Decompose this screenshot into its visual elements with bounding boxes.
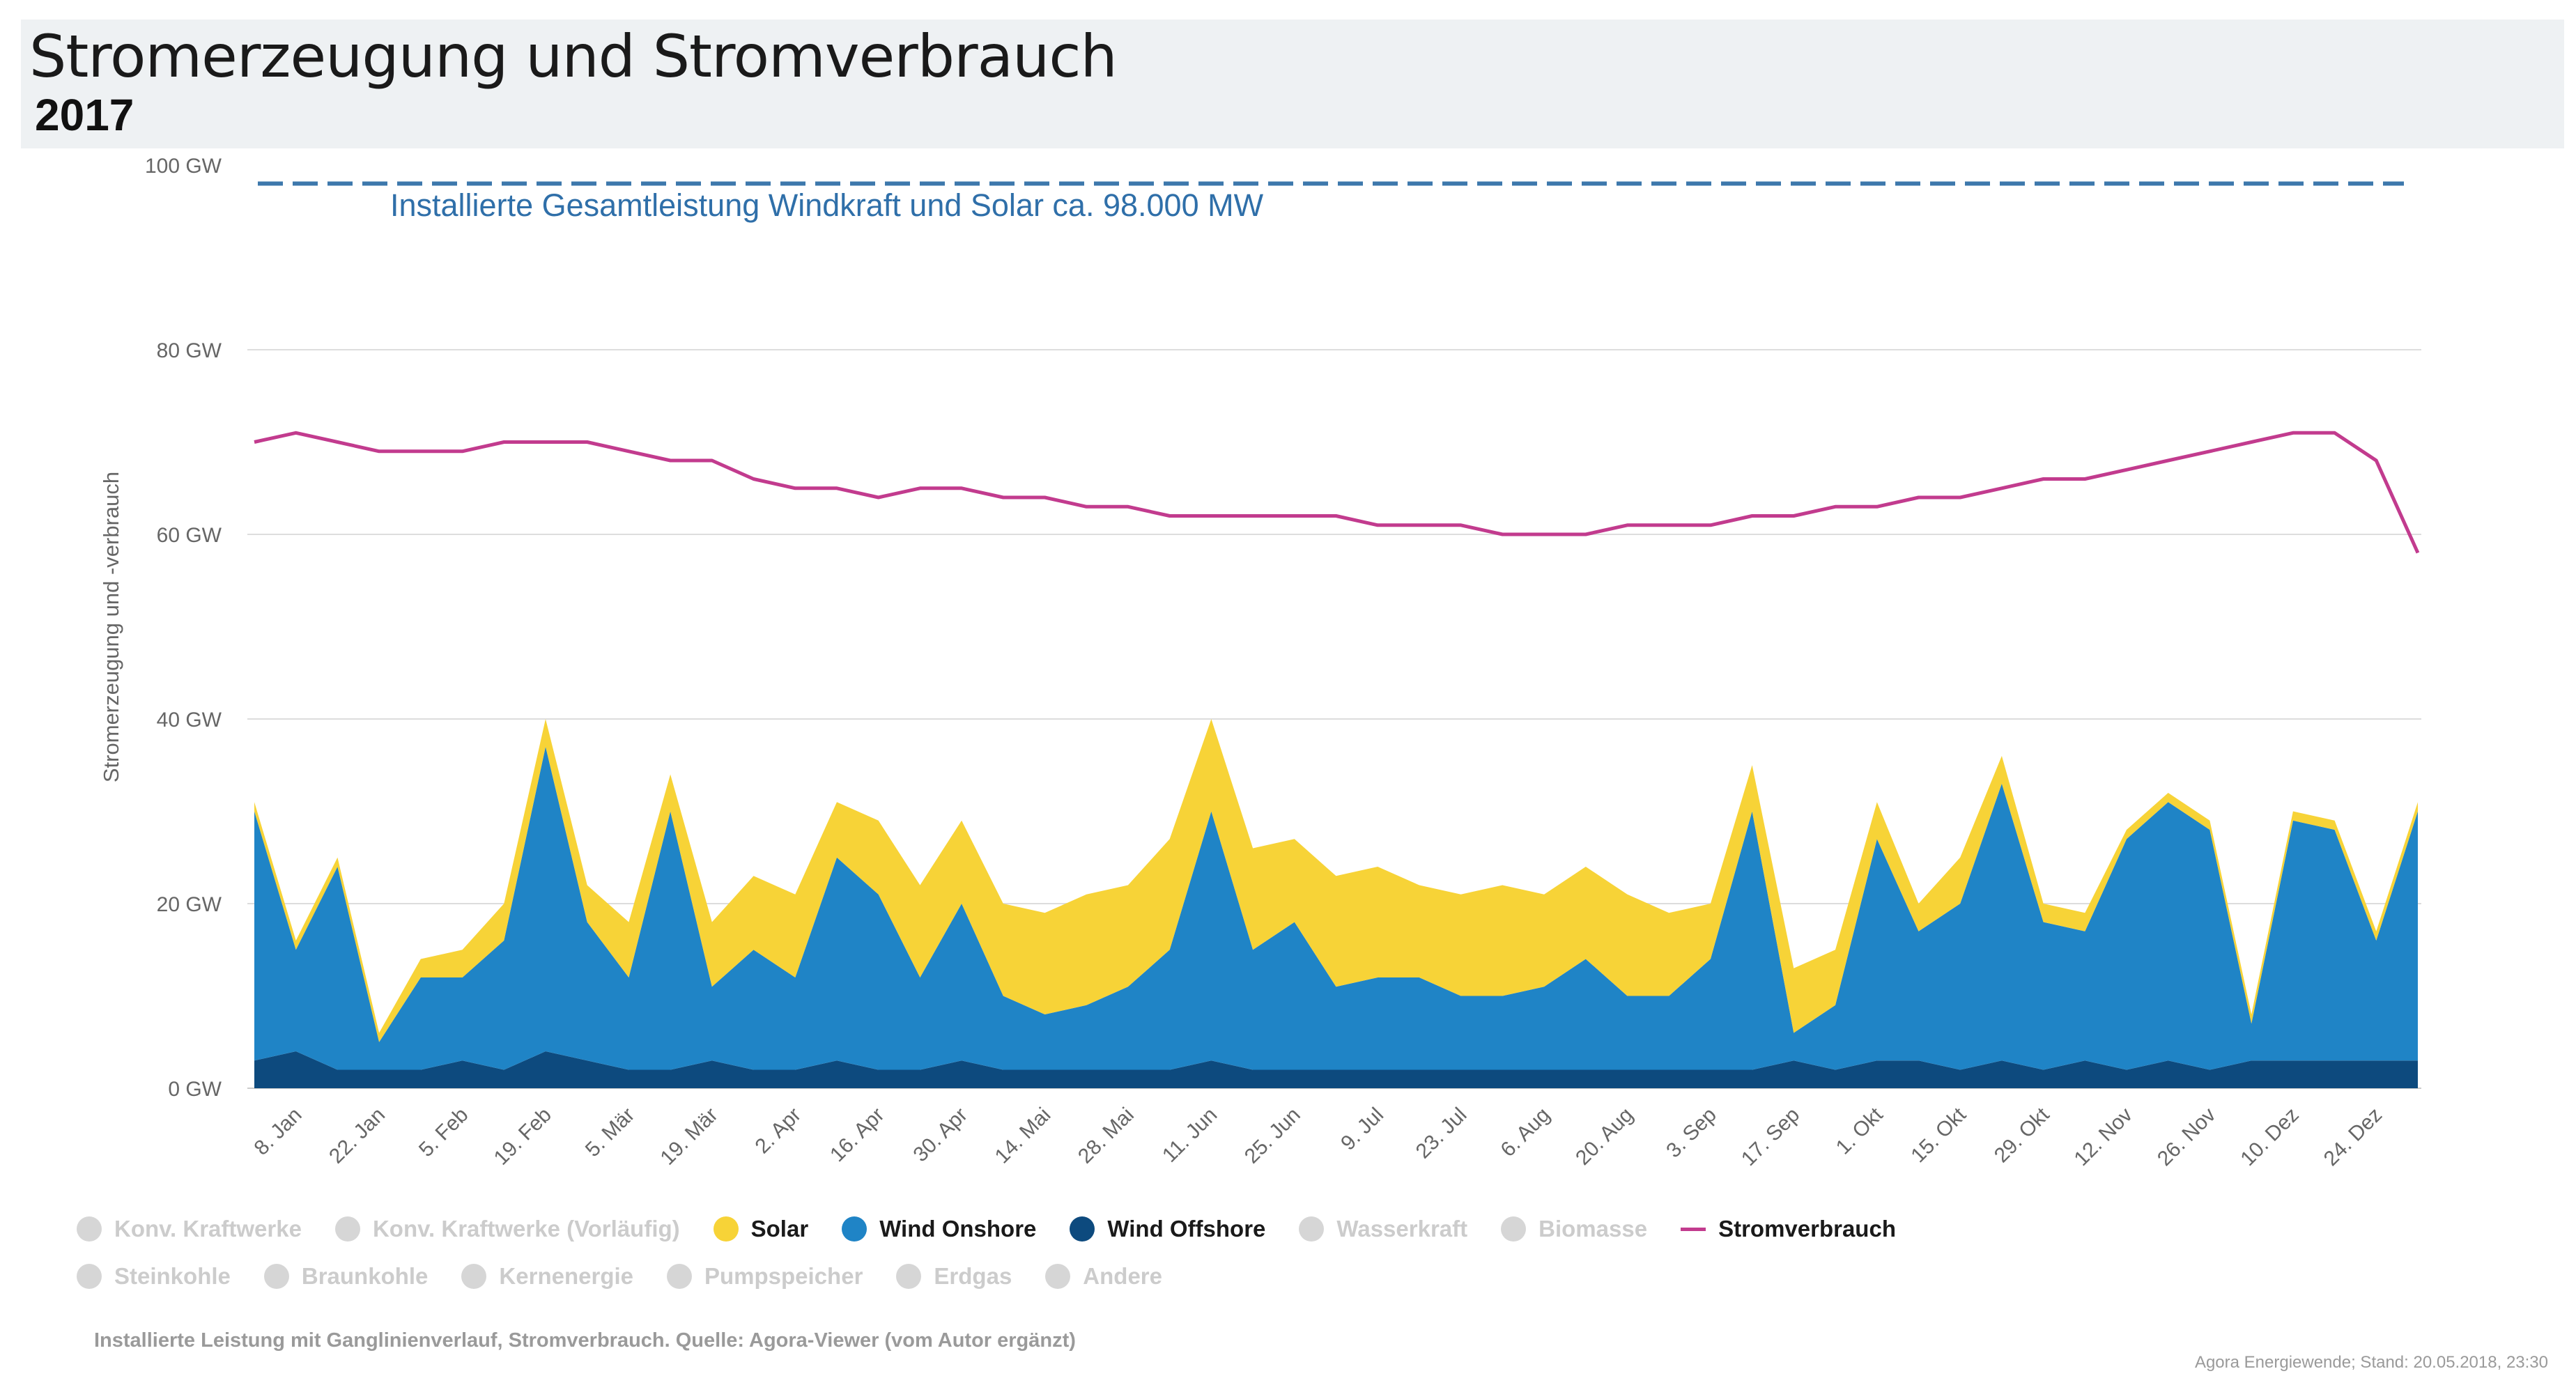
x-tick-label: 29. Okt — [1990, 1103, 2054, 1167]
x-tick-label: 12. Nov — [2070, 1104, 2137, 1170]
legend-item-konv-kraftwerke[interactable]: Konv. Kraftwerke — [77, 1216, 302, 1242]
legend-marker-icon — [1501, 1216, 1527, 1242]
x-tick-label: 26. Nov — [2153, 1104, 2220, 1170]
source-caption: Installierte Leistung mit Ganglinienverl… — [94, 1329, 1076, 1352]
legend-item-wasserkraft[interactable]: Wasserkraft — [1299, 1216, 1467, 1242]
x-tick-label: 14. Mai — [991, 1104, 1056, 1168]
y-tick-label: 100 GW — [145, 155, 222, 178]
x-tick-label: 5. Feb — [415, 1104, 472, 1161]
legend-marker-icon — [713, 1216, 739, 1242]
x-tick-label: 24. Dez — [2320, 1104, 2386, 1170]
legend-marker-icon — [1045, 1264, 1071, 1289]
y-axis-label: Stromerzeugung und -verbrauch — [99, 472, 123, 782]
x-tick-label: 23. Jul — [1412, 1104, 1472, 1163]
area-wind-onshore — [254, 746, 2418, 1070]
y-tick-label: 20 GW — [157, 893, 222, 916]
y-tick-label: 60 GW — [157, 524, 222, 547]
legend: Konv. Kraftwerke Konv. Kraftwerke (Vorläu… — [77, 1205, 2446, 1300]
legend-label: Braunkohle — [301, 1263, 429, 1289]
x-tick-label: 8. Jan — [250, 1104, 307, 1160]
legend-marker-icon — [1681, 1227, 1706, 1231]
area-layer — [254, 719, 2418, 1088]
x-tick-label: 19. Mär — [656, 1104, 723, 1170]
header-panel: Stromerzeugung und Stromverbrauch 2017 — [21, 20, 2564, 148]
legend-label: Pumpspeicher — [704, 1263, 863, 1289]
legend-label: Erdgas — [934, 1263, 1012, 1289]
legend-label: Konv. Kraftwerke (Vorläufig) — [372, 1216, 680, 1242]
legend-marker-icon — [842, 1216, 867, 1242]
x-tick-label: 2. Apr — [750, 1104, 805, 1159]
legend-item-erdgas[interactable]: Erdgas — [896, 1263, 1012, 1290]
legend-label: Andere — [1083, 1263, 1162, 1289]
legend-item-pumpspeicher[interactable]: Pumpspeicher — [667, 1263, 863, 1290]
legend-item-kernenergie[interactable]: Kernenergie — [461, 1263, 633, 1290]
legend-item-biomasse[interactable]: Biomasse — [1501, 1216, 1647, 1242]
legend-label: Kernenergie — [499, 1263, 633, 1289]
legend-row-1: Konv. Kraftwerke Konv. Kraftwerke (Vorläu… — [77, 1205, 2446, 1253]
x-tick-label: 22. Jan — [325, 1104, 390, 1168]
legend-item-braunkohle[interactable]: Braunkohle — [263, 1263, 429, 1290]
legend-marker-icon — [334, 1216, 360, 1242]
legend-marker-icon — [667, 1264, 692, 1289]
y-tick-label: 80 GW — [157, 339, 222, 362]
legend-marker-icon — [1299, 1216, 1325, 1242]
legend-marker-icon — [77, 1264, 102, 1289]
legend-item-konv-kraftwerke-vorläufig-[interactable]: Konv. Kraftwerke (Vorläufig) — [334, 1216, 680, 1242]
y-tick-label: 40 GW — [157, 709, 222, 732]
legend-label: Wind Onshore — [879, 1216, 1037, 1242]
y-tick-label: 0 GW — [168, 1078, 222, 1101]
legend-item-stromverbrauch[interactable]: Stromverbrauch — [1681, 1216, 1896, 1242]
x-tick-label: 15. Okt — [1906, 1103, 1970, 1167]
x-tick-label: 19. Feb — [490, 1104, 556, 1170]
legend-item-wind-offshore[interactable]: Wind Offshore — [1070, 1216, 1265, 1242]
x-tick-label: 25. Jun — [1240, 1104, 1305, 1168]
line-layer — [254, 431, 2420, 554]
legend-item-wind-onshore[interactable]: Wind Onshore — [842, 1216, 1036, 1242]
legend-label: Konv. Kraftwerke — [114, 1216, 302, 1242]
stand-caption: Agora Energiewende; Stand: 20.05.2018, 2… — [2194, 1353, 2548, 1372]
x-tick-label: 6. Aug — [1497, 1104, 1555, 1161]
x-tick-label: 28. Mai — [1074, 1104, 1139, 1168]
x-tick-label: 16. Apr — [826, 1104, 889, 1167]
x-tick-label: 30. Apr — [909, 1104, 972, 1167]
x-tick-label: 17. Sep — [1737, 1104, 1804, 1170]
legend-marker-icon — [263, 1264, 289, 1289]
legend-label: Wind Offshore — [1107, 1216, 1266, 1242]
legend-marker-icon — [461, 1264, 487, 1289]
legend-row-2: Steinkohle Braunkohle Kernenergie Pumpspeic… — [77, 1253, 2446, 1300]
x-tick-label: 10. Dez — [2236, 1104, 2303, 1170]
x-tick-label: 3. Sep — [1662, 1104, 1721, 1163]
legend-label: Biomasse — [1538, 1216, 1648, 1242]
x-tick-label: 5. Mär — [581, 1104, 639, 1161]
legend-marker-icon — [77, 1216, 102, 1242]
legend-item-solar[interactable]: Solar — [713, 1216, 809, 1242]
line-stromverbrauch — [254, 431, 2420, 554]
legend-label: Stromverbrauch — [1718, 1216, 1896, 1242]
x-tick-label: 20. Aug — [1571, 1104, 1637, 1170]
legend-marker-icon — [1070, 1216, 1095, 1242]
legend-item-steinkohle[interactable]: Steinkohle — [77, 1263, 231, 1290]
legend-item-andere[interactable]: Andere — [1045, 1263, 1162, 1290]
page-subtitle: 2017 — [35, 90, 134, 140]
legend-label: Steinkohle — [114, 1263, 231, 1289]
installed-capacity-annotation: Installierte Gesamtleistung Windkraft un… — [390, 187, 1264, 223]
x-tick-label: 1. Okt — [1832, 1103, 1888, 1159]
legend-marker-icon — [896, 1264, 922, 1289]
page-title: Stromerzeugung und Stromverbrauch — [29, 22, 1118, 91]
legend-label: Wasserkraft — [1336, 1216, 1468, 1242]
x-tick-label: 9. Jul — [1336, 1104, 1388, 1155]
legend-label: Solar — [750, 1216, 809, 1242]
x-tick-label: 11. Jun — [1158, 1104, 1221, 1167]
area-solar — [254, 719, 2418, 1042]
